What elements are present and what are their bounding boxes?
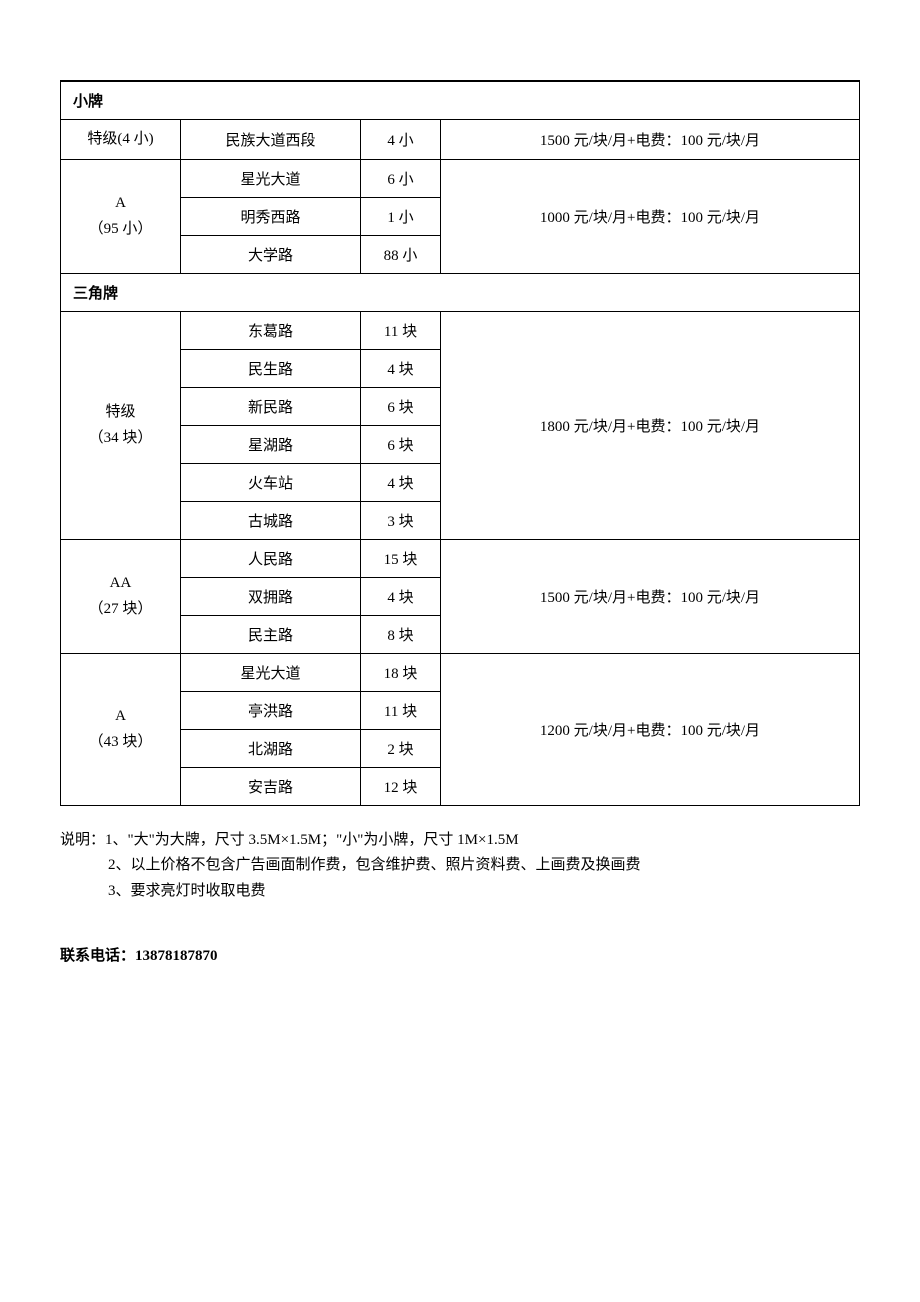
level-sublabel: （27 块） (67, 598, 174, 621)
qty-cell: 15 块 (361, 539, 441, 577)
level-cell: A （43 块） (61, 653, 181, 805)
qty-cell: 6 块 (361, 387, 441, 425)
road-cell: 明秀西路 (181, 197, 361, 235)
road-cell: 古城路 (181, 501, 361, 539)
road-cell: 民主路 (181, 615, 361, 653)
contact-phone: 13878187870 (135, 948, 218, 964)
road-cell: 安吉路 (181, 767, 361, 805)
section-header: 三角牌 (61, 273, 860, 311)
qty-cell: 3 块 (361, 501, 441, 539)
qty-cell: 8 块 (361, 615, 441, 653)
price-cell: 1800 元/块/月+电费：100 元/块/月 (441, 311, 860, 539)
notes-line-3: 3、要求亮灯时收取电费 (60, 879, 860, 905)
pricing-table: 小牌特级(4 小)民族大道西段4 小1500 元/块/月+电费：100 元/块/… (60, 81, 860, 806)
road-cell: 新民路 (181, 387, 361, 425)
table-row: A（43 块）星光大道18 块1200 元/块/月+电费：100 元/块/月 (61, 653, 860, 691)
qty-cell: 6 块 (361, 425, 441, 463)
level-cell: AA （27 块） (61, 539, 181, 653)
level-sublabel: （34 块） (67, 427, 174, 450)
level-label: A (115, 708, 126, 724)
table-row: 特级（34 块）东葛路11 块1800 元/块/月+电费：100 元/块/月 (61, 311, 860, 349)
road-cell: 人民路 (181, 539, 361, 577)
section-header: 小牌 (61, 82, 860, 120)
table-row: AA（27 块）人民路15 块1500 元/块/月+电费：100 元/块/月 (61, 539, 860, 577)
road-cell: 东葛路 (181, 311, 361, 349)
level-sublabel: （43 块） (67, 731, 174, 754)
road-cell: 星光大道 (181, 159, 361, 197)
road-cell: 星湖路 (181, 425, 361, 463)
road-cell: 民族大道西段 (181, 120, 361, 160)
level-cell: 特级(4 小) (61, 120, 181, 160)
table-row: 特级(4 小) 民族大道西段4 小1500 元/块/月+电费：100 元/块/月 (61, 120, 860, 160)
road-cell: 亭洪路 (181, 691, 361, 729)
qty-cell: 11 块 (361, 691, 441, 729)
qty-cell: 88 小 (361, 235, 441, 273)
notes-line-2: 2、以上价格不包含广告画面制作费，包含维护费、照片资料费、上画费及换画费 (60, 853, 860, 879)
level-label: 特级(4 小) (87, 131, 153, 147)
qty-cell: 6 小 (361, 159, 441, 197)
notes-block: 说明：1、"大"为大牌，尺寸 3.5M×1.5M；"小"为小牌，尺寸 1M×1.… (60, 828, 860, 905)
notes-line-1: 说明：1、"大"为大牌，尺寸 3.5M×1.5M；"小"为小牌，尺寸 1M×1.… (60, 828, 860, 854)
road-cell: 大学路 (181, 235, 361, 273)
price-cell: 1200 元/块/月+电费：100 元/块/月 (441, 653, 860, 805)
road-cell: 北湖路 (181, 729, 361, 767)
level-label: A (115, 195, 126, 211)
contact-label: 联系电话： (60, 948, 135, 964)
contact-block: 联系电话：13878187870 (60, 944, 860, 965)
qty-cell: 11 块 (361, 311, 441, 349)
level-cell: 特级 （34 块） (61, 311, 181, 539)
qty-cell: 4 块 (361, 349, 441, 387)
qty-cell: 4 小 (361, 120, 441, 160)
price-cell: 1500 元/块/月+电费：100 元/块/月 (441, 539, 860, 653)
price-cell: 1500 元/块/月+电费：100 元/块/月 (441, 120, 860, 160)
road-cell: 双拥路 (181, 577, 361, 615)
qty-cell: 4 块 (361, 577, 441, 615)
qty-cell: 12 块 (361, 767, 441, 805)
road-cell: 星光大道 (181, 653, 361, 691)
level-cell: A （95 小） (61, 159, 181, 273)
price-cell: 1000 元/块/月+电费：100 元/块/月 (441, 159, 860, 273)
level-sublabel: （95 小） (67, 218, 174, 241)
level-label: 特级 (105, 404, 135, 420)
notes-prefix: 说明： (60, 832, 105, 848)
qty-cell: 4 块 (361, 463, 441, 501)
level-label: AA (110, 575, 132, 591)
qty-cell: 1 小 (361, 197, 441, 235)
road-cell: 火车站 (181, 463, 361, 501)
road-cell: 民生路 (181, 349, 361, 387)
notes-text-1: 1、"大"为大牌，尺寸 3.5M×1.5M；"小"为小牌，尺寸 1M×1.5M (105, 832, 519, 848)
table-row: A（95 小）星光大道6 小1000 元/块/月+电费：100 元/块/月 (61, 159, 860, 197)
qty-cell: 18 块 (361, 653, 441, 691)
qty-cell: 2 块 (361, 729, 441, 767)
